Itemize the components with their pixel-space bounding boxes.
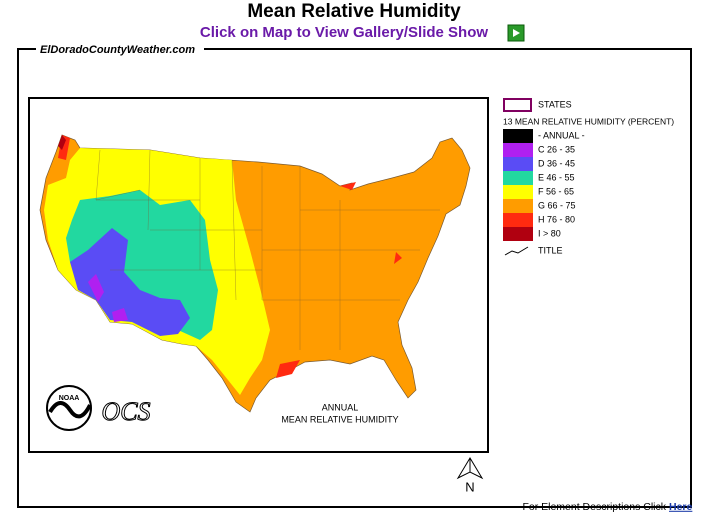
play-arrow (513, 29, 520, 37)
play-icon[interactable] (507, 24, 525, 42)
site-label: ElDoradoCountyWeather.com (40, 44, 195, 56)
ocs-logo: OCS (101, 397, 150, 426)
legend-swatch (503, 157, 533, 171)
legend-label: TITLE (538, 245, 563, 255)
map-caption: MEAN RELATIVE HUMIDITY (281, 414, 398, 424)
legend-label: G 66 - 75 (538, 200, 576, 210)
north-label: N (465, 479, 474, 494)
legend-label: - ANNUAL - (538, 130, 585, 140)
legend-heading: 13 MEAN RELATIVE HUMIDITY (PERCENT) (503, 116, 674, 126)
legend-swatch (503, 171, 533, 185)
legend-label: H 76 - 80 (538, 214, 575, 224)
map-caption: ANNUAL (322, 402, 359, 412)
legend-label: E 46 - 55 (538, 172, 575, 182)
humidity-map (39, 134, 471, 413)
legend-label: D 36 - 45 (538, 158, 575, 168)
legend-swatch (503, 143, 533, 157)
north-arrow: N (456, 457, 484, 494)
legend: STATES 13 MEAN RELATIVE HUMIDITY (PERCEN… (503, 98, 674, 256)
region-blue (70, 228, 190, 336)
gallery-link[interactable]: Click on Map to View Gallery/Slide Show (200, 24, 488, 41)
footer-link[interactable]: Here (669, 501, 693, 513)
legend-swatch (503, 227, 533, 241)
state-lines (95, 149, 440, 350)
noaa-text: NOAA (59, 395, 80, 402)
footer-text: For Element Descriptions Click (522, 501, 666, 513)
legend-label: C 26 - 35 (538, 144, 575, 154)
noaa-bird (48, 401, 92, 419)
page-title: Mean Relative Humidity (247, 1, 461, 22)
region-darkred (58, 135, 66, 150)
region-purple (88, 274, 128, 322)
legend-label: I > 80 (538, 228, 561, 238)
legend-label: STATES (538, 99, 572, 109)
outer-frame (17, 48, 692, 508)
legend-label: F 56 - 65 (538, 186, 574, 196)
states-swatch (503, 98, 532, 112)
legend-swatch (503, 185, 533, 199)
legend-swatch (503, 129, 533, 143)
legend-swatch (503, 213, 533, 227)
legend-swatch (503, 199, 533, 213)
label-bg (36, 42, 204, 56)
noaa-logo: NOAA (46, 385, 92, 431)
title-symbol (504, 246, 529, 256)
